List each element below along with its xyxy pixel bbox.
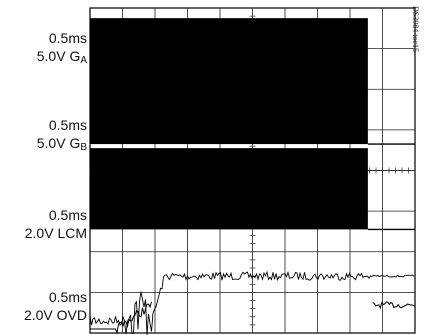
lcm-timebase: 0.5ms <box>48 207 87 223</box>
traces <box>89 18 416 335</box>
trace-lcm <box>89 270 415 335</box>
gb-timebase: 0.5ms <box>48 117 87 133</box>
channel-label-ga: 0.5ms 5.0V GA <box>37 29 87 70</box>
ovd-timebase: 0.5ms <box>48 289 87 305</box>
gb-scale-name: 5.0V GB <box>36 135 87 153</box>
lcm-scale-name: 2.0V LCM <box>24 225 87 241</box>
trace-ovd-ramp <box>90 301 152 335</box>
channel-label-gb: 0.5ms 5.0V GB <box>37 116 87 157</box>
trace-ga-burst <box>90 18 368 145</box>
channel-label-ovd: 0.5ms 2.0V OVD <box>24 288 87 324</box>
trace-ovd-tail <box>372 301 416 310</box>
ga-scale-name: 5.0V GA <box>36 48 87 66</box>
channel-label-lcm: 0.5ms 2.0V LCM <box>25 206 87 242</box>
ovd-scale-name: 2.0V OVD <box>23 307 87 323</box>
ga-timebase: 0.5ms <box>48 30 87 46</box>
figure-id: DS3984 toc15 <box>411 6 420 52</box>
trace-gb-burst <box>90 148 368 230</box>
